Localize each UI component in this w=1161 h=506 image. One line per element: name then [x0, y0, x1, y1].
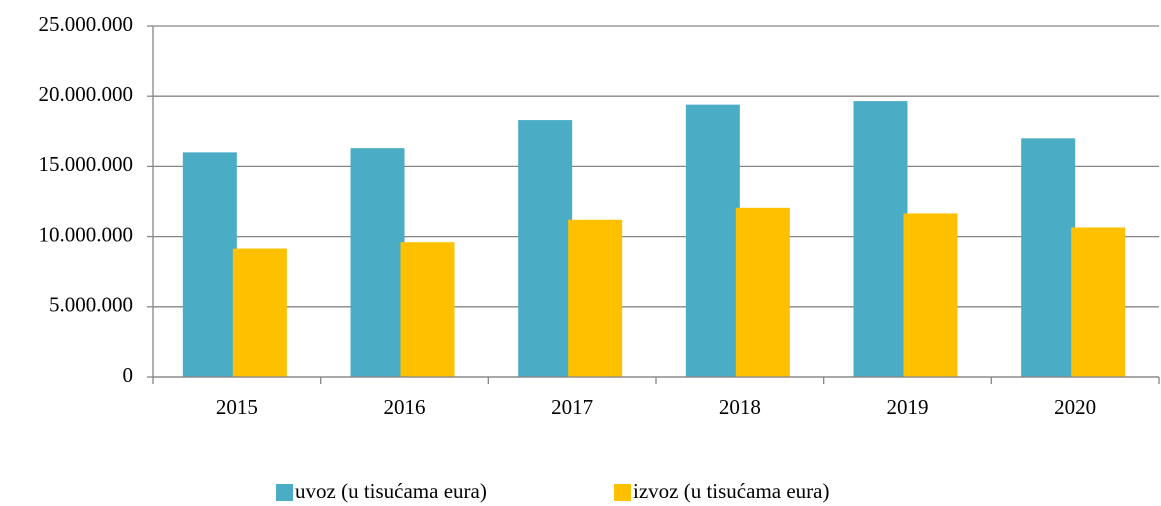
x-tick-label: 2017 — [551, 395, 593, 419]
x-tick-label: 2015 — [216, 395, 258, 419]
legend-label: izvoz (u tisućama eura) — [633, 479, 830, 503]
bar — [735, 207, 790, 377]
x-tick-label: 2019 — [887, 395, 929, 419]
y-tick-label: 15.000.000 — [39, 152, 134, 176]
legend-label: uvoz (u tisućama eura) — [295, 479, 487, 503]
bar — [685, 104, 740, 378]
bar — [400, 242, 455, 377]
bar — [1071, 227, 1126, 377]
y-tick-label: 10.000.000 — [39, 222, 134, 246]
bar — [853, 101, 908, 377]
y-tick-label: 20.000.000 — [39, 82, 134, 106]
bar — [1021, 138, 1076, 377]
y-tick-label: 25.000.000 — [39, 12, 134, 36]
y-tick-label: 5.000.000 — [49, 293, 133, 317]
legend-swatch — [614, 484, 631, 501]
bar — [232, 248, 287, 377]
legend-swatch — [276, 484, 293, 501]
bar — [568, 219, 623, 377]
bar — [518, 120, 573, 378]
x-tick-label: 2016 — [384, 395, 426, 419]
bar — [350, 148, 405, 377]
x-tick-label: 2020 — [1054, 395, 1096, 419]
bar — [903, 213, 958, 377]
y-tick-label: 0 — [123, 363, 134, 387]
x-tick-label: 2018 — [719, 395, 761, 419]
bar — [182, 152, 237, 377]
